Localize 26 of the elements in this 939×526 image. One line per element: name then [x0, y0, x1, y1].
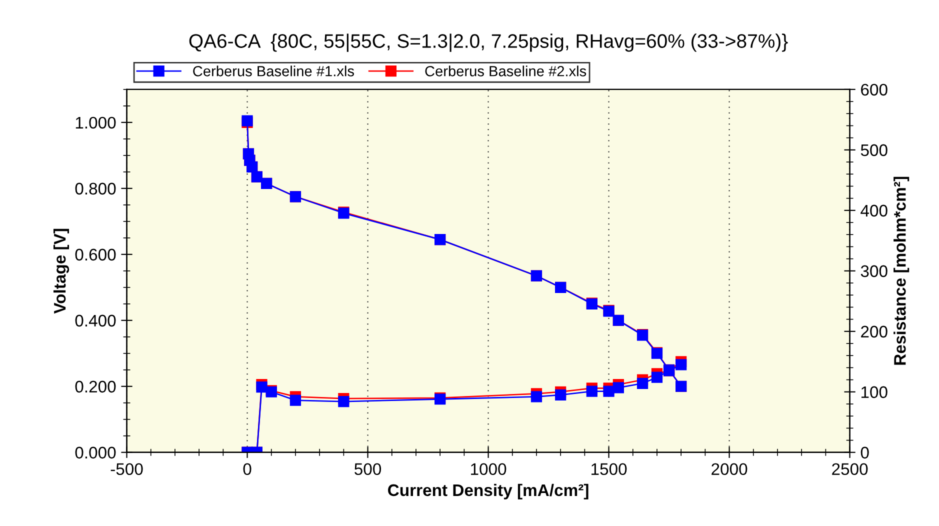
- y2-tick-label: 200: [861, 326, 888, 338]
- y2-axis-title: Resistance [mohm*cm²]: [894, 176, 910, 365]
- legend-label: Cerberus Baseline #1.xls: [193, 66, 354, 76]
- y-axis-title: Voltage [V]: [53, 228, 70, 314]
- x-tick-label: 1500: [592, 463, 627, 476]
- y2-tick-label: 100: [861, 386, 888, 398]
- y-tick-label: 0.200: [75, 380, 116, 393]
- y2-tick-label: 300: [860, 265, 888, 278]
- x-tick-label: 0: [243, 463, 252, 476]
- legend-label: Cerberus Baseline #2.xls: [425, 66, 586, 76]
- y-tick-label: 1.000: [76, 116, 116, 129]
- x-tick-label: 1000: [471, 463, 506, 476]
- y2-tick-label: 0: [860, 446, 869, 459]
- y-tick-label: 0.400: [75, 314, 116, 327]
- x-tick-label: 500: [354, 463, 382, 476]
- y2-tick-label: 600: [861, 84, 888, 96]
- y2-tick-label: 500: [860, 144, 888, 156]
- chart-title: QA6-CA {80C, 55|55C, S=1.3|2.0, 7.25psig, RHavg=60% (33->87%)}: [189, 34, 788, 52]
- x-tick-label: 2000: [712, 463, 748, 476]
- y-tick-label: 0.000: [75, 446, 116, 459]
- y-tick-label: 0.800: [75, 182, 116, 195]
- x-tick-label: -500: [110, 463, 143, 476]
- y2-tick-label: 400: [860, 204, 888, 217]
- x-axis-title: Current Density [mA/cm²]: [388, 484, 588, 500]
- x-tick-label: 2500: [832, 463, 868, 476]
- y-tick-label: 0.600: [75, 248, 116, 261]
